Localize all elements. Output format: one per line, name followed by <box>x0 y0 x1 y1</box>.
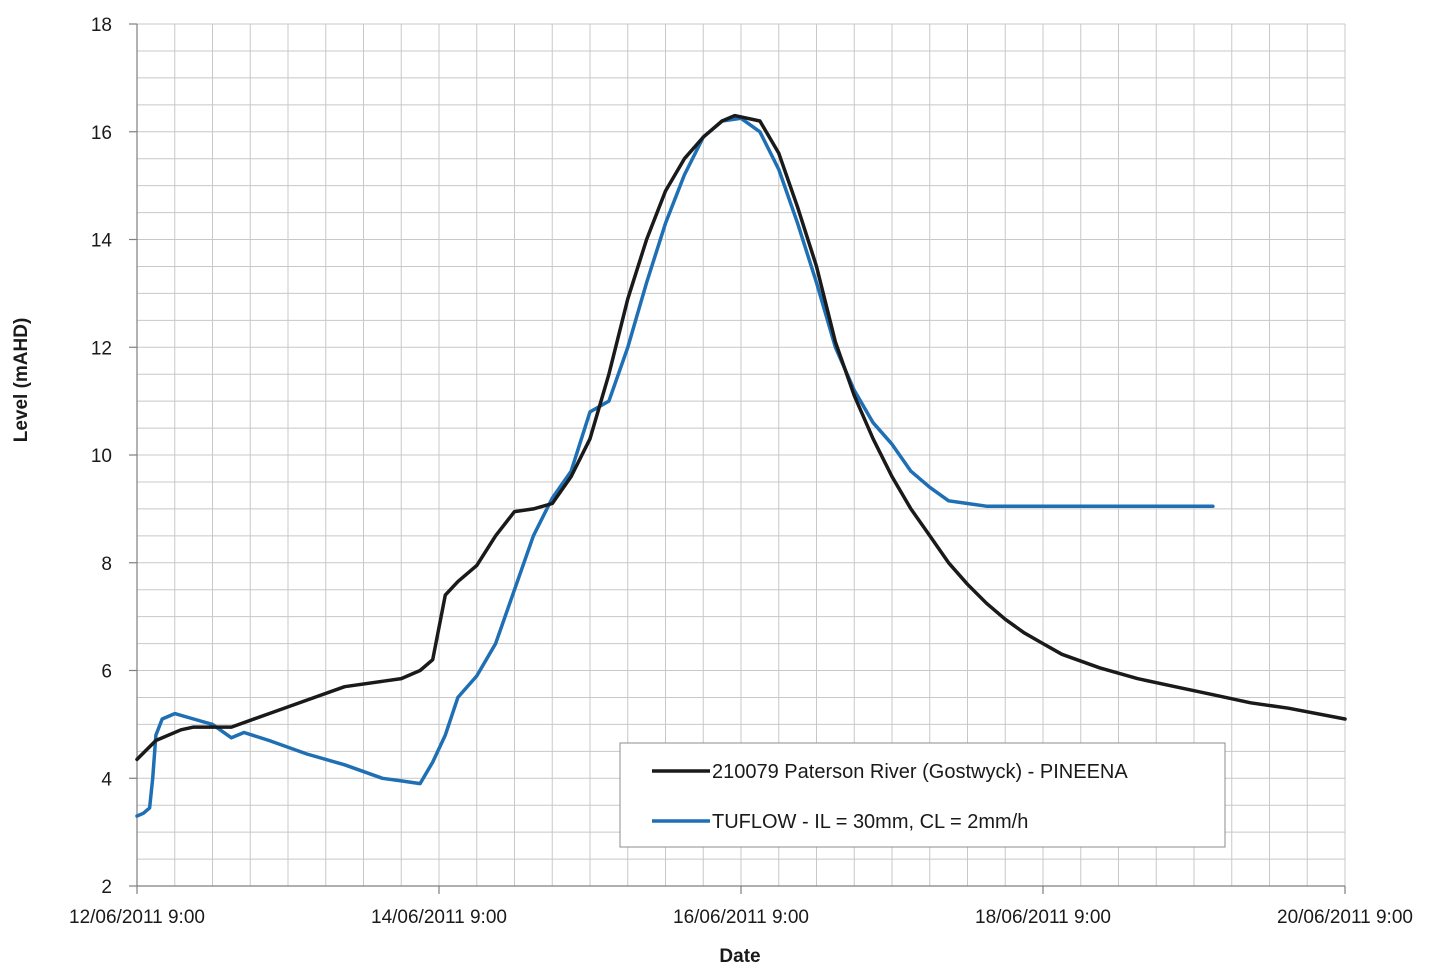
y-tick-label: 6 <box>101 662 112 683</box>
series-lines <box>135 113 1347 818</box>
legend-box <box>619 742 1226 848</box>
y-tick-label: 8 <box>101 554 112 575</box>
x-tick-label: 14/06/2011 9:00 <box>371 907 507 928</box>
y-tick-label: 10 <box>91 446 112 467</box>
x-axis-title: Date <box>719 946 760 967</box>
x-tick-label: 18/06/2011 9:00 <box>975 907 1111 928</box>
y-tick-label: 2 <box>101 877 112 898</box>
x-tick-label: 12/06/2011 9:00 <box>69 907 205 928</box>
legend-label-tuflow: TUFLOW - IL = 30mm, CL = 2mm/h <box>712 811 1028 833</box>
y-tick-label: 16 <box>91 123 112 144</box>
y-tick-label: 12 <box>91 338 112 359</box>
y-axis-title: Level (mAHD) <box>11 318 32 443</box>
axes <box>129 23 1346 894</box>
series-line-observed <box>135 113 1347 762</box>
y-tick-label: 18 <box>91 15 112 36</box>
y-tick-labels: 2 4 6 8 10 12 14 16 18 <box>91 15 113 898</box>
x-tick-label: 20/06/2011 9:00 <box>1277 907 1413 928</box>
y-tick-label: 14 <box>91 231 113 252</box>
y-tick-label: 4 <box>101 769 112 790</box>
legend-label-observed: 210079 Paterson River (Gostwyck) - PINEE… <box>712 761 1128 783</box>
x-tick-label: 16/06/2011 9:00 <box>673 907 809 928</box>
x-tick-labels: 12/06/2011 9:00 14/06/2011 9:00 16/06/2011… <box>69 907 1413 928</box>
legend: 210079 Paterson River (Gostwyck) - PINEE… <box>619 742 1226 848</box>
